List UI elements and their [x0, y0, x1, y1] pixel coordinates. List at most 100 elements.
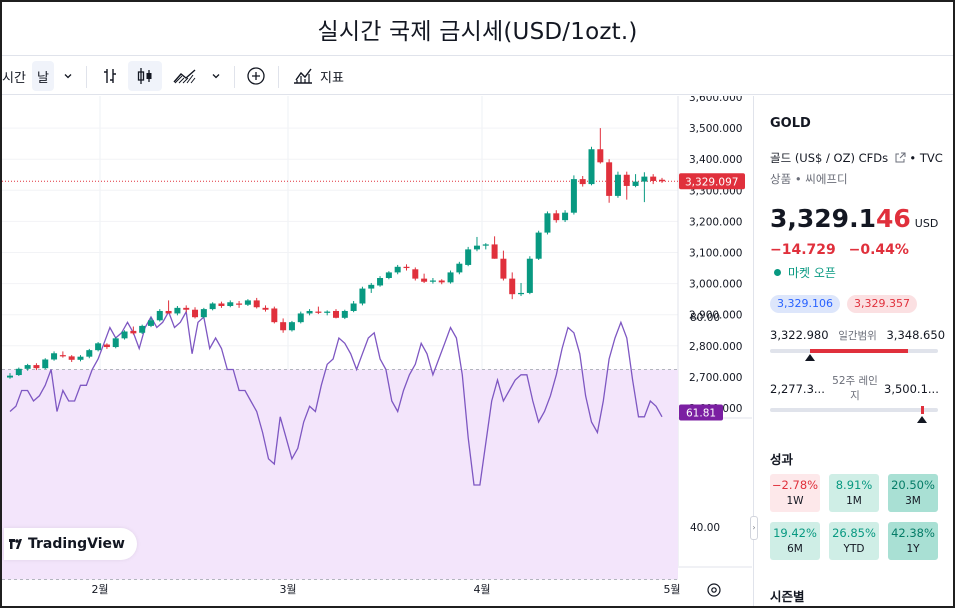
interval-label[interactable]: 시간: [2, 70, 26, 86]
seasonal-title: 시즌별: [770, 589, 805, 604]
candle-body: [341, 310, 348, 318]
rsi-line: [9, 309, 663, 486]
toolbar-divider: [234, 66, 235, 88]
chart-type-dropdown[interactable]: [206, 61, 226, 91]
compare-symbol-button[interactable]: [242, 61, 270, 91]
toolbar-divider: [278, 66, 279, 88]
candle-body: [377, 278, 384, 286]
interval-button[interactable]: 날: [32, 61, 54, 91]
week52-marker-icon: [916, 416, 927, 423]
week52-range-row: 2,277.3... 52주 레인지 3,500.1...: [770, 374, 940, 404]
settings-gear-icon[interactable]: [707, 583, 721, 597]
candle-body: [103, 344, 110, 348]
candle-body: [42, 359, 49, 369]
candle-body: [606, 162, 613, 196]
candle-body: [297, 313, 304, 323]
candle-body: [403, 266, 410, 269]
toolbar-divider: [86, 66, 87, 88]
perf-1w[interactable]: −2.78% 1W: [770, 474, 820, 512]
time-axis-tick-label: 5월: [663, 583, 680, 596]
candle-body: [24, 365, 31, 369]
candles-icon: [137, 68, 152, 84]
rsi-axis-tick-label: 40.00: [690, 522, 720, 534]
candle-body: [641, 176, 648, 182]
external-link-icon[interactable]: [895, 152, 906, 163]
chevron-down-icon: [212, 74, 220, 79]
rsi-last-value-badge: [679, 404, 723, 421]
symbol-exchange: • TVC: [909, 151, 943, 165]
price-change-pct: −0.44%: [848, 242, 909, 258]
candlestick-button[interactable]: [128, 61, 162, 91]
candle-body: [51, 353, 58, 360]
candle-body: [412, 269, 419, 279]
bar-chart-button[interactable]: [96, 61, 124, 91]
candle-body: [438, 280, 445, 283]
candle-body: [68, 356, 75, 360]
candle-body: [288, 322, 295, 331]
candle-body: [456, 263, 463, 273]
candle-body: [526, 258, 533, 293]
perf-3m[interactable]: 20.50% 3M: [888, 474, 938, 512]
interval-dropdown[interactable]: [58, 61, 78, 91]
ohlc-bars-icon: [104, 69, 116, 83]
candle-body: [253, 300, 260, 308]
candle-body: [623, 174, 630, 186]
last-price-label: 3,329.097: [685, 176, 738, 188]
candle-body: [183, 307, 190, 310]
week52-label: 52주 레인지: [832, 375, 878, 402]
symbol-category: 상품 • 씨에프디: [770, 172, 848, 186]
indicators-button[interactable]: 지표: [288, 61, 348, 91]
candle-body: [562, 212, 569, 221]
day-range-marker-icon: [805, 354, 816, 361]
price-axis-tick-label: 2,700.000: [689, 372, 742, 384]
candle-body: [385, 272, 392, 279]
candle-body: [500, 258, 507, 279]
day-range-low: 3,322.980: [770, 328, 829, 342]
perf-ytd[interactable]: 26.85% YTD: [829, 522, 879, 560]
price-axis-tick-label: 3,600.000: [689, 96, 742, 104]
time-axis-tick-label: 4월: [473, 583, 490, 596]
candle-body: [614, 174, 621, 196]
price-axis-tick-label: 2,900.000: [689, 310, 742, 322]
gear-outer: [707, 583, 721, 597]
candle-body: [15, 368, 22, 376]
candle-body: [473, 245, 480, 250]
indicators-label: 지표: [320, 70, 344, 86]
candle-body: [306, 310, 313, 314]
candle-body: [588, 149, 595, 185]
ask-price: 3,329.357: [847, 295, 917, 313]
perf-1y[interactable]: 42.38% 1Y: [888, 522, 938, 560]
area-chart-button[interactable]: [168, 61, 202, 91]
tradingview-logo[interactable]: TradingView: [4, 528, 137, 560]
rsi-axis-tick-label: 80.00: [690, 312, 720, 324]
perf-6m[interactable]: 19.42% 6M: [770, 522, 820, 560]
symbol-name: GOLD: [770, 116, 811, 131]
performance-title: 성과: [770, 452, 794, 467]
chart-area[interactable]: 2,600.0002,700.0002,800.0002,900.0003,00…: [2, 92, 752, 606]
candle-body: [491, 244, 498, 259]
symbol-details-panel: › GOLD 골드 (US$ / OZ) CFDs • TVC 상품 • 씨에프…: [750, 96, 953, 606]
candle-body: [218, 303, 225, 306]
candle-body: [447, 272, 454, 283]
candle-body: [359, 288, 366, 304]
candle-body: [350, 303, 357, 311]
chevron-down-icon: [64, 74, 72, 79]
perf-1m[interactable]: 8.91% 1M: [829, 474, 879, 512]
candle-body: [509, 278, 516, 295]
candle-body: [95, 343, 102, 351]
price-axis-tick-label: 2,800.000: [689, 341, 742, 353]
candle-body: [421, 278, 428, 282]
candle-body: [368, 284, 375, 289]
panel-collapse-handle[interactable]: ›: [750, 516, 758, 540]
candle-body: [262, 307, 269, 310]
candle-body: [280, 322, 287, 331]
price-axis-tick-label: 3,000.000: [689, 279, 742, 291]
candle-body: [33, 365, 40, 369]
candle-body: [570, 179, 577, 213]
candle-body: [192, 309, 199, 318]
candle-body: [112, 338, 119, 348]
candle-body: [174, 307, 181, 314]
candle-body: [7, 375, 13, 378]
page-title: 실시간 국제 금시세(USD/1ozt.): [317, 18, 638, 45]
symbol-description: 골드 (US$ / OZ) CFDs • TVC: [770, 151, 943, 165]
